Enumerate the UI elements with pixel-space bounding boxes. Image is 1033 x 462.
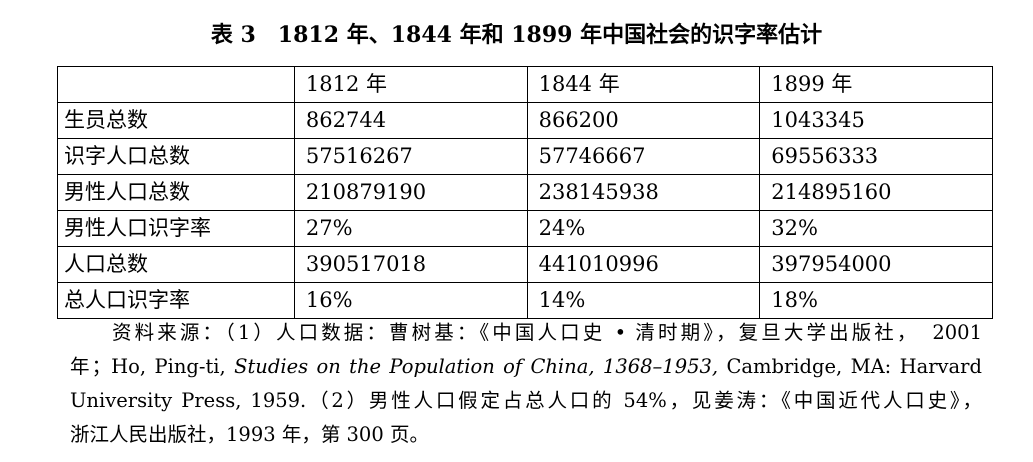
table-cell: 57746667 [526, 138, 761, 175]
table-cell: 18% [759, 282, 993, 319]
row-label-male-literacy-rate: 男性人口识字率 [57, 210, 295, 247]
table-cell: 397954000 [759, 246, 993, 283]
table-cell: 1043345 [759, 102, 993, 139]
column-header-blank [57, 66, 295, 103]
row-label-total-population: 人口总数 [57, 246, 295, 283]
table-row: 总人口识字率 16% 14% 18% [57, 282, 993, 319]
source-note-line-2-start: 年；Ho, Ping-ti, [70, 355, 235, 378]
source-note: 资料来源：（1）人口数据：曹树基：《中国人口史 • 清时期》，复旦大学出版社， … [70, 316, 982, 452]
literacy-table: 1812 年 1844 年 1899 年 生员总数 862744 866200 … [57, 66, 993, 319]
source-note-line-4: 浙江人民出版社，1993 年，第 300 页。 [70, 423, 429, 446]
source-note-line-1: 资料来源：（1）人口数据：曹树基：《中国人口史 • 清时期》，复旦大学出版社， … [112, 321, 982, 344]
table-row: 识字人口总数 57516267 57746667 69556333 [57, 138, 993, 175]
row-label-shengyuan: 生员总数 [57, 102, 295, 139]
table-cell: 24% [526, 210, 761, 247]
source-note-line-2-end: Cambridge, MA: Harvard [718, 355, 982, 378]
row-label-male-population: 男性人口总数 [57, 174, 295, 211]
table-row: 男性人口总数 210879190 238145938 214895160 [57, 174, 993, 211]
table-title: 表 3 1812 年、1844 年和 1899 年中国社会的识字率估计 [210, 22, 823, 48]
book-title-italic: Studies on the Population of China, 1368… [234, 355, 719, 378]
table-cell: 441010996 [526, 246, 761, 283]
table-cell: 32% [759, 210, 993, 247]
source-note-line-3: University Press, 1959.（2）男性人口假定占总人口的 54… [70, 389, 982, 412]
column-header-1812: 1812 年 [293, 66, 528, 103]
table-cell: 210879190 [293, 174, 528, 211]
table-cell: 69556333 [759, 138, 993, 175]
source-note-line-2: 年；Ho, Ping-ti, Studies on the Population… [70, 350, 982, 384]
table-cell: 214895160 [759, 174, 993, 211]
table-row: 生员总数 862744 866200 1043345 [57, 102, 993, 139]
row-label-literate-population: 识字人口总数 [57, 138, 295, 175]
column-header-1899: 1899 年 [759, 66, 993, 103]
table-cell: 866200 [526, 102, 761, 139]
table-cell: 16% [293, 282, 528, 319]
table-cell: 862744 [293, 102, 528, 139]
column-header-1844: 1844 年 [526, 66, 761, 103]
table-cell: 390517018 [293, 246, 528, 283]
table-row: 男性人口识字率 27% 24% 32% [57, 210, 993, 247]
table-cell: 27% [293, 210, 528, 247]
table-header-row: 1812 年 1844 年 1899 年 [57, 66, 993, 103]
table-row: 人口总数 390517018 441010996 397954000 [57, 246, 993, 283]
table-cell: 238145938 [526, 174, 761, 211]
row-label-total-literacy-rate: 总人口识字率 [57, 282, 295, 319]
table-cell: 14% [526, 282, 761, 319]
table-cell: 57516267 [293, 138, 528, 175]
